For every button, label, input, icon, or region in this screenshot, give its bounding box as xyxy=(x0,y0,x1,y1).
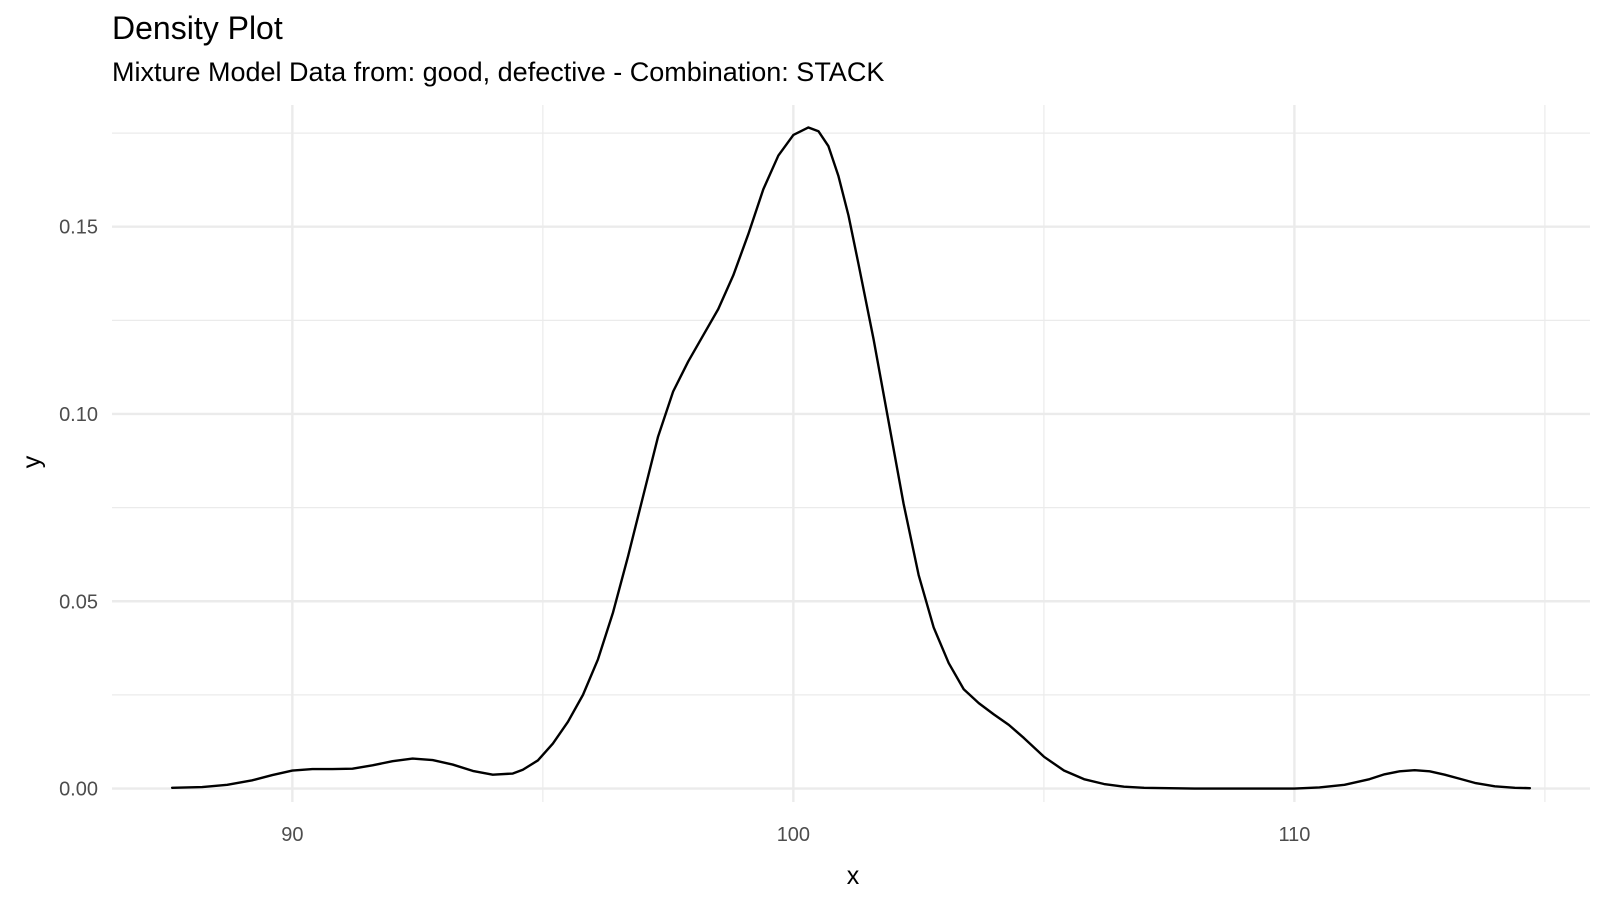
y-tick-labels: 0.00 0.05 0.10 0.15 xyxy=(59,217,98,801)
minor-gridlines xyxy=(112,105,1590,802)
y-axis-label: y xyxy=(18,455,46,468)
major-gridlines xyxy=(112,105,1590,802)
x-axis-label: x xyxy=(847,862,860,890)
y-tick-label: 0.05 xyxy=(59,591,98,613)
y-tick-label: 0.15 xyxy=(59,217,98,239)
density-line xyxy=(170,126,1532,790)
x-tick-labels: 90 100 110 xyxy=(281,824,1310,846)
chart-title: Density Plot xyxy=(112,10,283,46)
y-tick-label: 0.10 xyxy=(59,404,98,426)
x-tick-label: 90 xyxy=(281,824,303,846)
x-tick-label: 110 xyxy=(1278,824,1310,846)
chart-subtitle: Mixture Model Data from: good, defective… xyxy=(112,57,885,87)
series-layer xyxy=(170,126,1532,790)
x-tick-label: 100 xyxy=(777,824,810,846)
y-tick-label: 0.00 xyxy=(59,779,98,801)
